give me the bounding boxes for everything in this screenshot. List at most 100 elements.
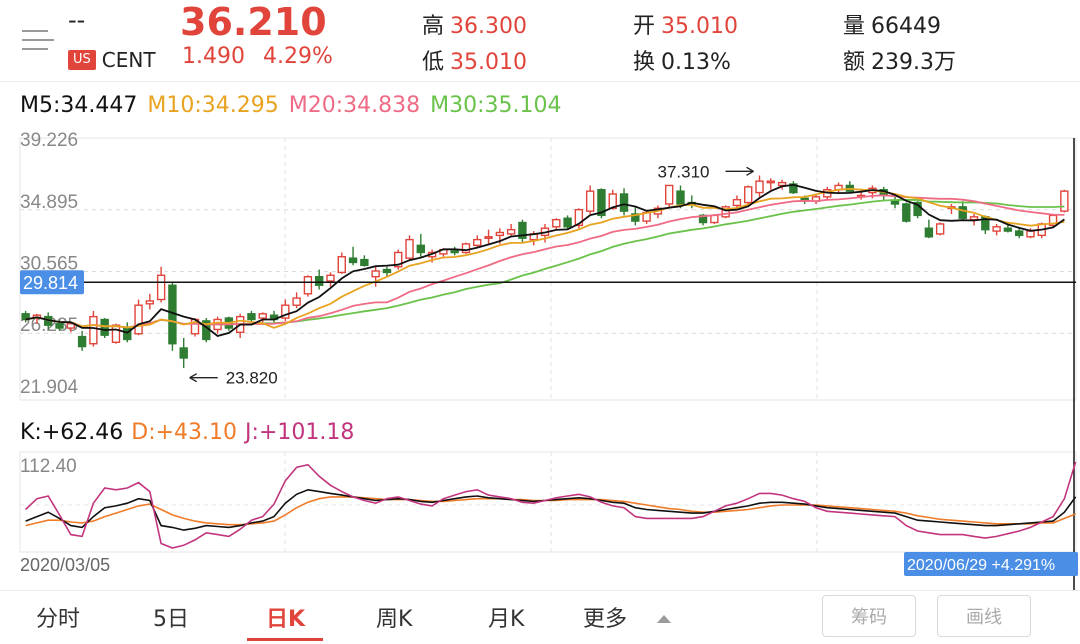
candle-down (450, 250, 459, 254)
kdj-legend: K:+62.46 D:+43.10 J:+101.18 (20, 420, 362, 445)
candle-up (145, 300, 155, 305)
candle-down (676, 190, 685, 205)
kdj-j-label: J:+101.18 (245, 420, 355, 445)
ticker-code: CENT (101, 48, 156, 72)
candle-down (247, 313, 256, 321)
tab-5day[interactable]: 5日 (153, 607, 189, 632)
kdj-k-label: K:+62.46 (20, 420, 124, 445)
candle-up (755, 180, 764, 194)
candle-down (77, 335, 87, 348)
change-percent: 4.29% (262, 44, 333, 69)
kdj-panel-frame (19, 451, 1077, 553)
candle-up (394, 251, 403, 268)
candle-down (958, 206, 967, 219)
candle-down (416, 244, 426, 254)
candle-down (597, 189, 606, 217)
caret-up-icon[interactable] (657, 615, 671, 623)
crosshair-price-label: 29.814 (23, 273, 78, 293)
ma30-label: M30:35.104 (430, 93, 562, 118)
kline-chart[interactable]: 39.22634.89530.56526.23521.90437.31023.8… (0, 130, 1080, 590)
candle-down (314, 276, 324, 286)
candle-up (721, 206, 730, 218)
candle-up (766, 180, 776, 184)
tab-daily-k[interactable]: 日K (266, 607, 306, 632)
candle-up (710, 214, 719, 224)
last-price: 36.210 (180, 0, 327, 44)
candle-down (55, 323, 64, 329)
candle-up (134, 304, 143, 335)
tab-monthly-k[interactable]: 月K (488, 607, 525, 632)
tab-weekly-k[interactable]: 周K (376, 607, 413, 632)
quote-header: -- US CENT 36.210 1.490 4.29% 高 36.300 低 35… (0, 0, 1080, 82)
candle-down (563, 217, 572, 228)
kdj-d-label: D:+43.10 (131, 420, 238, 445)
price-panel-frame (19, 137, 1077, 401)
high-arrow-head-icon (746, 166, 754, 176)
price-tick-label: 21.904 (20, 377, 79, 398)
draw-line-button[interactable]: 画线 (937, 595, 1031, 637)
candle-up (303, 276, 313, 295)
candle-up (992, 226, 1001, 232)
price-tick-label: 39.226 (20, 130, 78, 151)
candle-up (66, 323, 76, 329)
candle-up (969, 216, 979, 221)
candle-up (371, 270, 380, 278)
ma5-label: M5:34.447 (20, 93, 138, 118)
stat-turnover: 换 0.13% (633, 50, 731, 75)
candle-down (382, 268, 392, 274)
change-value: 1.490 (182, 44, 245, 69)
candle-up (935, 223, 945, 235)
candle-up (292, 297, 301, 306)
candle-up (664, 184, 674, 205)
stat-low: 低 35.010 (422, 50, 527, 75)
start-date-label: 2020/03/05 (20, 555, 110, 575)
ma20-label: M20:34.838 (288, 93, 421, 118)
high-annotation-label: 37.310 (658, 162, 710, 181)
candle-up (156, 274, 166, 301)
end-date-badge (904, 552, 1078, 576)
chips-button[interactable]: 筹码 (822, 595, 916, 637)
candle-up (552, 218, 561, 228)
ma5-line (25, 183, 1065, 337)
ma10-label: M10:34.295 (147, 93, 279, 118)
ticker-name: -- (68, 6, 86, 34)
stat-high: 高 36.300 (422, 14, 527, 39)
kdj-k-line (25, 488, 1077, 531)
candle-up (744, 186, 753, 204)
candle-down (631, 213, 640, 222)
tab-more[interactable]: 更多 (583, 607, 628, 632)
candle-down (890, 200, 900, 205)
candle-up (111, 324, 121, 343)
price-change: 1.490 4.29% (182, 44, 333, 69)
kdj-top-tick-label: 112.40 (20, 456, 77, 477)
candle-up (337, 256, 346, 274)
ticker-market: US CENT (68, 48, 156, 72)
candle-down (902, 203, 911, 222)
kdj-j-line (25, 461, 1077, 549)
candle-down (924, 227, 934, 238)
market-badge: US (68, 50, 96, 70)
ma-legend: M5:34.447 M10:34.295 M20:34.838 M30:35.104 (20, 93, 572, 118)
end-date-label: 2020/06/29 +4.291% (907, 557, 1055, 574)
stat-volume: 量 66449 (843, 14, 942, 39)
crosshair-price-badge (20, 270, 84, 295)
candle-up (1026, 230, 1035, 238)
stat-amount: 额 239.3万 (843, 50, 956, 75)
candle-down (1003, 227, 1013, 232)
candle-up (495, 231, 505, 237)
period-tabs: 分时 5日 日K 周K 月K 更多 筹码 画线 (0, 590, 1080, 644)
tab-active-indicator (247, 638, 323, 641)
candle-up (89, 315, 98, 345)
candle-up (405, 238, 414, 259)
low-arrow-head-icon (189, 373, 198, 383)
stat-open: 开 35.010 (633, 14, 738, 39)
candle-up (484, 236, 493, 239)
tab-intraday[interactable]: 分时 (36, 607, 81, 632)
price-tick-label: 34.895 (20, 192, 78, 213)
candle-up (281, 304, 290, 319)
low-annotation-label: 23.820 (226, 369, 278, 388)
candle-up (574, 208, 584, 227)
candle-down (179, 347, 188, 359)
menu-icon[interactable] (22, 30, 54, 52)
price-tick-label: 30.565 (20, 254, 78, 275)
